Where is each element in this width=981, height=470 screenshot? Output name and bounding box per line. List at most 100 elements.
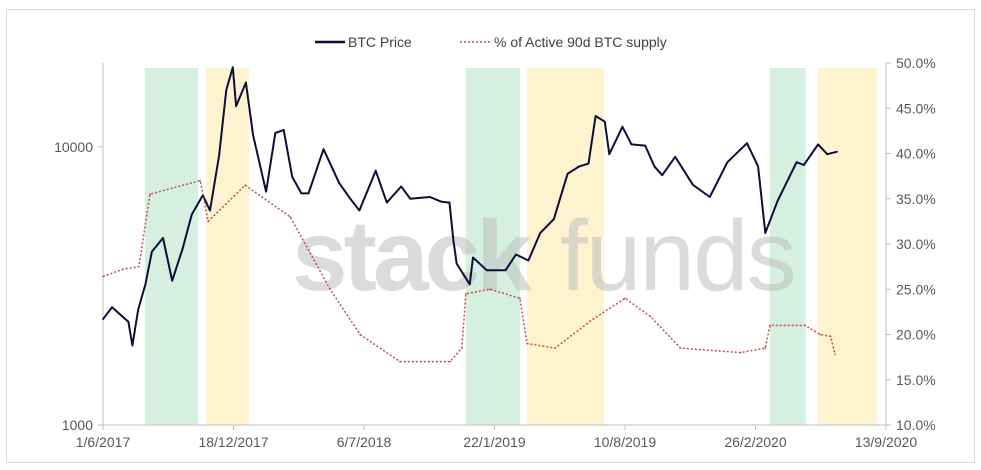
btc-price-point [282, 129, 285, 131]
active-supply-point [554, 347, 556, 349]
active-supply-point [519, 297, 521, 300]
active-supply-point [121, 268, 124, 271]
active-supply-point [207, 220, 209, 223]
btc-price-point [527, 259, 530, 262]
active-supply-point [359, 333, 361, 336]
btc-price-point [374, 169, 377, 172]
active-supply-point [289, 216, 292, 218]
active-supply-point [244, 184, 247, 186]
btc-price-point [137, 308, 140, 311]
btc-price-point [349, 198, 352, 200]
active-supply-point [649, 315, 652, 318]
btc-price-point [322, 148, 325, 151]
btc-price-point [504, 269, 507, 272]
btc-price-point [307, 192, 310, 195]
btc-price-point [245, 81, 247, 84]
btc-price-point [630, 143, 633, 146]
btc-price-point [274, 132, 277, 134]
y-left-tick-label: 1000 [62, 417, 93, 433]
y-right-tick-label: 15.0% [896, 372, 936, 388]
btc-price-point [131, 344, 134, 347]
btc-price-point [409, 198, 412, 200]
btc-price-point [144, 283, 147, 286]
active-supply-point [399, 360, 401, 363]
btc-price-point [621, 125, 624, 128]
band-green [144, 68, 199, 425]
btc-price-point [776, 199, 779, 202]
btc-price-point [674, 156, 677, 158]
y-right-tick-label: 30.0% [896, 236, 936, 252]
active-supply-point [829, 335, 832, 338]
btc-price-point [265, 190, 267, 193]
btc-price-point [181, 247, 184, 250]
btc-price-point [291, 175, 294, 178]
x-tick-label: 22/1/2019 [463, 434, 525, 450]
active-supply-point [739, 351, 742, 354]
active-supply-point [449, 360, 451, 363]
btc-price-point [455, 262, 458, 265]
active-supply-point [624, 297, 626, 300]
active-supply-point [102, 275, 104, 278]
active-supply-point [329, 288, 331, 291]
btc-price-point [472, 256, 474, 259]
y-left-tick-label: 10000 [54, 139, 93, 155]
btc-price-point [661, 174, 663, 177]
btc-price-point [726, 161, 729, 164]
band-yellow [206, 68, 250, 425]
active-supply-point [199, 179, 202, 182]
btc-price-point [338, 182, 341, 184]
active-supply-point [461, 347, 463, 349]
active-supply-point [149, 193, 151, 196]
legend-btc-price-label: BTC Price [348, 34, 412, 50]
btc-price-point [235, 105, 237, 107]
x-tick-label: 26/2/2020 [724, 434, 786, 450]
btc-price-point [127, 320, 130, 323]
btc-price-point [802, 164, 805, 166]
active-supply-point [804, 324, 806, 327]
btc-price-point [836, 150, 838, 153]
btc-price-point [485, 269, 488, 272]
btc-price-point [111, 306, 113, 309]
x-tick-label: 18/12/2017 [198, 434, 268, 450]
btc-price-point [553, 218, 555, 220]
btc-price-point [121, 315, 124, 318]
x-tick-label: 6/7/2018 [337, 434, 392, 450]
btc-price-point [300, 192, 303, 195]
y-right-tick-label: 50.0% [896, 55, 936, 71]
btc-price-point [400, 185, 402, 188]
btc-price-point [764, 232, 767, 234]
btc-price-point [566, 172, 569, 175]
btc-price-point [171, 279, 173, 282]
btc-price-point [653, 165, 656, 168]
active-supply-point [764, 347, 767, 349]
btc-price-point [817, 143, 819, 146]
btc-price-point [515, 253, 517, 256]
btc-price-point [539, 232, 541, 234]
btc-price-point [826, 153, 829, 156]
x-tick-label: 10/8/2019 [594, 434, 656, 450]
legend-active-supply-label: % of Active 90d BTC supply [494, 34, 667, 50]
y-right-tick-label: 40.0% [896, 146, 936, 162]
y-right-tick-label: 20.0% [896, 327, 936, 343]
active-supply-point [138, 265, 140, 268]
btc-price-point [603, 120, 606, 123]
btc-price-point [757, 165, 759, 168]
btc-price-point [594, 115, 597, 117]
active-supply-point [464, 292, 467, 295]
btc-price-point [587, 162, 590, 165]
btc-price-point [102, 318, 104, 321]
btc-price-point [358, 209, 361, 212]
btc-price-point [209, 209, 211, 212]
y-right-tick-label: 35.0% [896, 191, 936, 207]
btc-price-point [795, 161, 798, 164]
btc-price-point [578, 165, 581, 168]
y-right-tick-label: 10.0% [896, 417, 936, 433]
btc-price-point [429, 196, 431, 198]
btc-price-point [468, 283, 471, 286]
btc-price-point [692, 183, 694, 186]
btc-price-point [386, 201, 388, 204]
x-tick-label: 13/9/2020 [855, 434, 917, 450]
active-supply-point [819, 333, 821, 336]
btc-price-point [709, 196, 711, 198]
